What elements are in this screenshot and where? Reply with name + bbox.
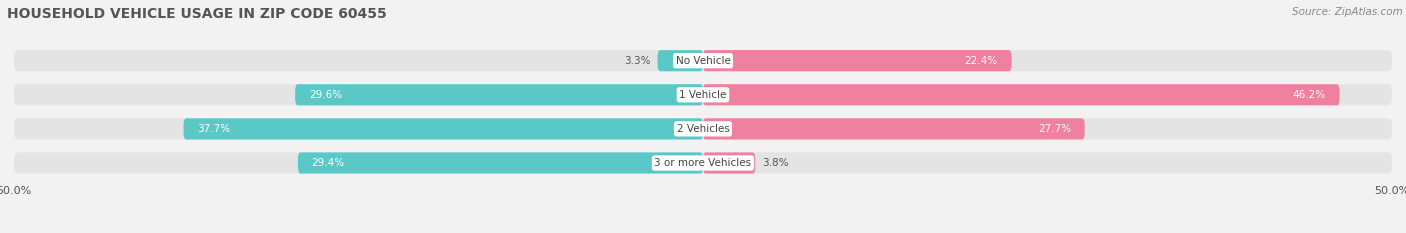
FancyBboxPatch shape [703,84,1340,105]
FancyBboxPatch shape [703,118,1084,140]
FancyBboxPatch shape [658,50,703,71]
Text: 22.4%: 22.4% [965,56,998,66]
Text: Source: ZipAtlas.com: Source: ZipAtlas.com [1292,7,1403,17]
FancyBboxPatch shape [184,118,703,140]
FancyBboxPatch shape [298,152,703,174]
Text: 29.6%: 29.6% [309,90,342,100]
Text: 27.7%: 27.7% [1038,124,1071,134]
Text: 3.8%: 3.8% [762,158,789,168]
FancyBboxPatch shape [14,152,1392,174]
Text: 3.3%: 3.3% [624,56,651,66]
FancyBboxPatch shape [14,50,1392,71]
FancyBboxPatch shape [295,84,703,105]
FancyBboxPatch shape [703,152,755,174]
Text: 29.4%: 29.4% [312,158,344,168]
Text: 3 or more Vehicles: 3 or more Vehicles [654,158,752,168]
Text: 46.2%: 46.2% [1292,90,1326,100]
FancyBboxPatch shape [14,118,1392,140]
Text: 1 Vehicle: 1 Vehicle [679,90,727,100]
FancyBboxPatch shape [703,50,1012,71]
Text: HOUSEHOLD VEHICLE USAGE IN ZIP CODE 60455: HOUSEHOLD VEHICLE USAGE IN ZIP CODE 6045… [7,7,387,21]
Text: No Vehicle: No Vehicle [675,56,731,66]
Text: 2 Vehicles: 2 Vehicles [676,124,730,134]
Legend: Owner-occupied, Renter-occupied: Owner-occupied, Renter-occupied [592,231,814,233]
Text: 37.7%: 37.7% [197,124,231,134]
FancyBboxPatch shape [14,84,1392,105]
